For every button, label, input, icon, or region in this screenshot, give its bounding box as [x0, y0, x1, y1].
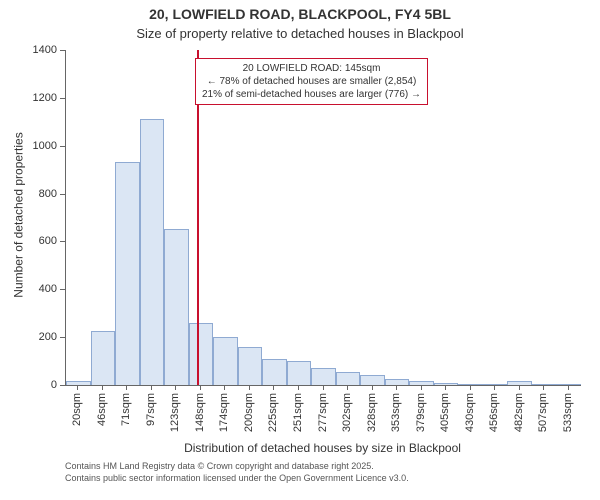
- x-tick: [151, 385, 152, 390]
- x-tick-label: 430sqm: [464, 393, 476, 432]
- x-tick-label: 379sqm: [415, 393, 427, 432]
- histogram-bar: [238, 347, 263, 385]
- x-tick-label: 405sqm: [439, 393, 451, 432]
- callout-line: ← 78% of detached houses are smaller (2,…: [202, 75, 421, 88]
- histogram-bar: [360, 375, 385, 385]
- callout-line: 21% of semi-detached houses are larger (…: [202, 88, 421, 101]
- x-tick: [200, 385, 201, 390]
- x-tick: [77, 385, 78, 390]
- y-tick: [60, 289, 65, 290]
- attribution-line: Contains HM Land Registry data © Crown c…: [65, 461, 409, 473]
- x-tick: [323, 385, 324, 390]
- x-tick: [126, 385, 127, 390]
- x-tick-label: 533sqm: [562, 393, 574, 432]
- y-tick: [60, 385, 65, 386]
- chart-title: 20, LOWFIELD ROAD, BLACKPOOL, FY4 5BL: [0, 6, 600, 22]
- chart-container: 20, LOWFIELD ROAD, BLACKPOOL, FY4 5BL Si…: [0, 0, 600, 500]
- x-tick: [102, 385, 103, 390]
- x-tick: [470, 385, 471, 390]
- x-axis-label: Distribution of detached houses by size …: [65, 441, 580, 455]
- y-tick: [60, 50, 65, 51]
- histogram-bar: [115, 162, 140, 385]
- y-tick-label: 1000: [0, 140, 57, 152]
- x-tick-label: 200sqm: [243, 393, 255, 432]
- x-tick-label: 46sqm: [96, 393, 108, 426]
- callout-box: 20 LOWFIELD ROAD: 145sqm← 78% of detache…: [195, 58, 428, 105]
- x-tick-label: 251sqm: [292, 393, 304, 432]
- x-tick-label: 277sqm: [317, 393, 329, 432]
- y-tick-label: 200: [0, 331, 57, 343]
- x-tick-label: 20sqm: [71, 393, 83, 426]
- x-tick: [568, 385, 569, 390]
- histogram-bar: [213, 337, 238, 385]
- x-tick: [273, 385, 274, 390]
- histogram-bar: [287, 361, 312, 385]
- x-tick: [347, 385, 348, 390]
- attribution-line: Contains public sector information licen…: [65, 473, 409, 485]
- y-tick: [60, 146, 65, 147]
- x-tick: [519, 385, 520, 390]
- x-tick: [494, 385, 495, 390]
- histogram-bar: [189, 323, 214, 385]
- y-tick-label: 400: [0, 283, 57, 295]
- x-tick: [396, 385, 397, 390]
- x-tick-label: 482sqm: [513, 393, 525, 432]
- x-tick-label: 225sqm: [267, 393, 279, 432]
- x-tick: [175, 385, 176, 390]
- chart-subtitle: Size of property relative to detached ho…: [0, 26, 600, 41]
- x-tick: [372, 385, 373, 390]
- x-tick: [249, 385, 250, 390]
- callout-line: 20 LOWFIELD ROAD: 145sqm: [202, 62, 421, 75]
- x-tick-label: 456sqm: [488, 393, 500, 432]
- histogram-bar: [66, 381, 91, 385]
- histogram-bar: [140, 119, 165, 385]
- histogram-bar: [91, 331, 116, 385]
- y-tick: [60, 337, 65, 338]
- x-tick-label: 97sqm: [145, 393, 157, 426]
- y-tick-label: 1200: [0, 92, 57, 104]
- x-tick-label: 148sqm: [194, 393, 206, 432]
- y-tick: [60, 241, 65, 242]
- x-tick: [224, 385, 225, 390]
- y-tick-label: 600: [0, 235, 57, 247]
- attribution-text: Contains HM Land Registry data © Crown c…: [65, 461, 409, 484]
- y-tick-label: 0: [0, 379, 57, 391]
- y-tick-label: 1400: [0, 44, 57, 56]
- y-tick: [60, 194, 65, 195]
- y-tick: [60, 98, 65, 99]
- x-tick-label: 302sqm: [341, 393, 353, 432]
- histogram-bar: [336, 372, 361, 385]
- histogram-bar: [164, 229, 189, 385]
- x-tick: [543, 385, 544, 390]
- histogram-bar: [311, 368, 336, 385]
- x-tick-label: 353sqm: [390, 393, 402, 432]
- y-tick-label: 800: [0, 188, 57, 200]
- x-tick-label: 174sqm: [218, 393, 230, 432]
- x-tick-label: 507sqm: [537, 393, 549, 432]
- x-tick: [298, 385, 299, 390]
- x-tick-label: 71sqm: [120, 393, 132, 426]
- x-tick: [421, 385, 422, 390]
- x-tick-label: 123sqm: [169, 393, 181, 432]
- x-tick: [445, 385, 446, 390]
- histogram-bar: [262, 359, 287, 385]
- x-tick-label: 328sqm: [366, 393, 378, 432]
